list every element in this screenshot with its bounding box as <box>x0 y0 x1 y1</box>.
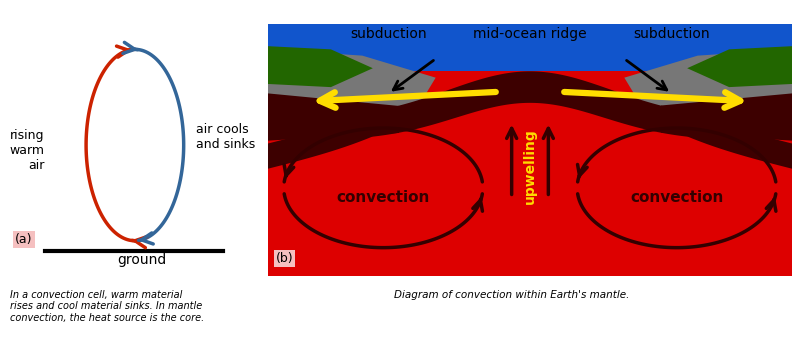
Text: Diagram of convection within Earth's mantle.: Diagram of convection within Earth's man… <box>394 290 630 300</box>
Text: convection: convection <box>630 190 723 205</box>
Text: rising
warm
air: rising warm air <box>10 129 45 171</box>
Text: air cools
and sinks: air cools and sinks <box>196 124 255 151</box>
Polygon shape <box>268 71 792 169</box>
Polygon shape <box>661 93 792 141</box>
Text: In a convection cell, warm material
rises and cool material sinks. In mantle
con: In a convection cell, warm material rise… <box>10 290 204 323</box>
Polygon shape <box>268 46 373 87</box>
Text: (b): (b) <box>276 252 294 265</box>
Polygon shape <box>268 49 436 112</box>
Polygon shape <box>624 49 792 112</box>
Polygon shape <box>687 46 792 87</box>
Text: subduction: subduction <box>633 27 710 41</box>
Text: (a): (a) <box>15 233 33 246</box>
Text: upwelling: upwelling <box>523 128 537 204</box>
Text: ground: ground <box>118 253 167 267</box>
Text: mid-ocean ridge: mid-ocean ridge <box>473 27 587 41</box>
Polygon shape <box>268 93 399 141</box>
Bar <box>268 24 792 71</box>
Text: convection: convection <box>337 190 430 205</box>
Text: subduction: subduction <box>350 27 427 41</box>
